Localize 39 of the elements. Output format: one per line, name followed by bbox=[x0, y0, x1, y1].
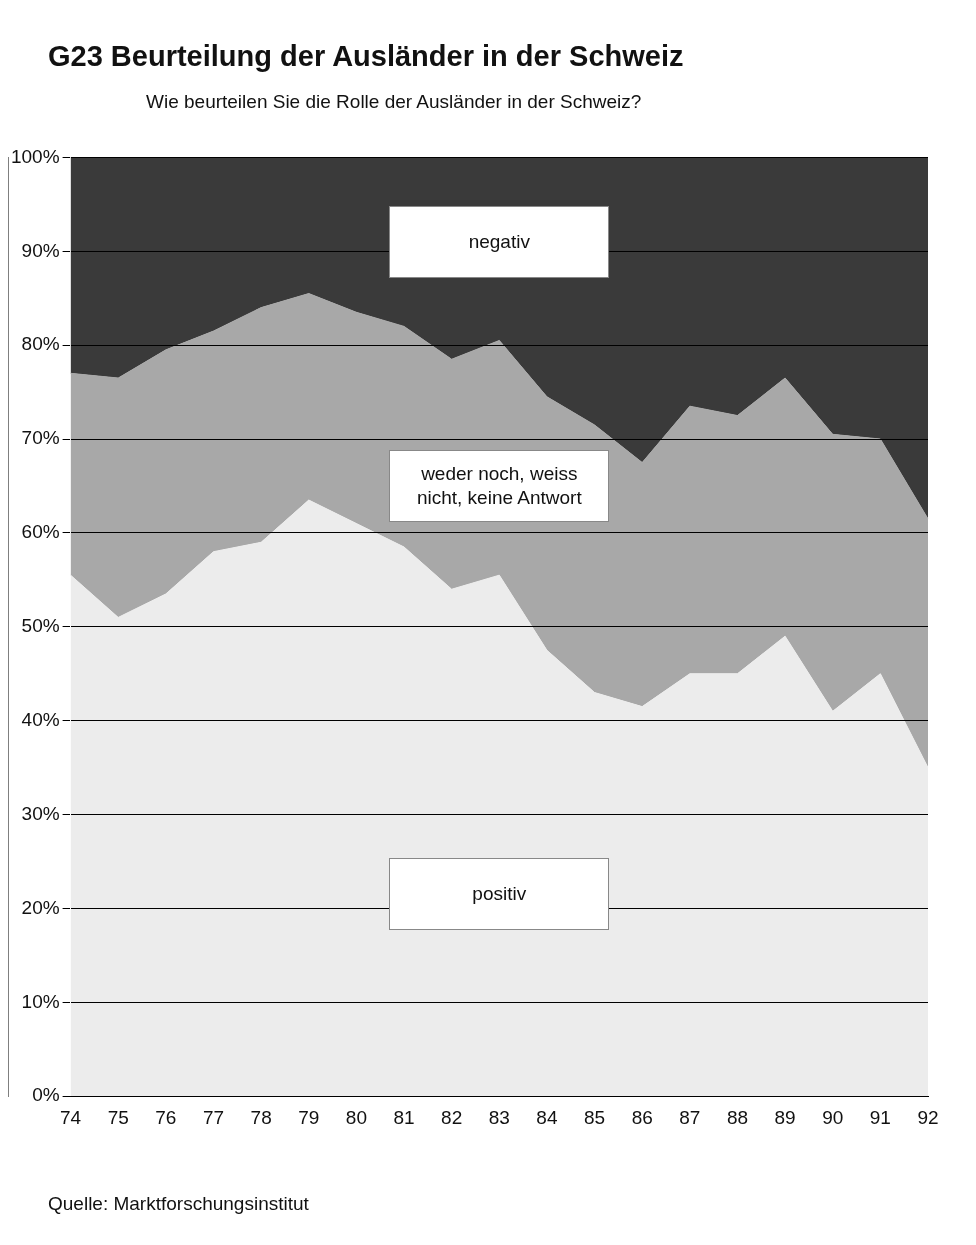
source-note: Quelle: Marktforschungsinstitut bbox=[48, 1193, 310, 1215]
y-tick-label: 90% bbox=[21, 239, 60, 261]
x-tick-label: 92 bbox=[917, 1106, 939, 1128]
x-tick-label: 89 bbox=[774, 1106, 796, 1128]
series-label: positiv bbox=[472, 882, 527, 907]
y-tick-label: 60% bbox=[21, 521, 60, 543]
x-tick-label: 78 bbox=[250, 1106, 272, 1128]
y-tick-label: 30% bbox=[21, 802, 60, 824]
x-tick-label: 88 bbox=[726, 1106, 749, 1128]
y-tick-label: 10% bbox=[21, 990, 60, 1012]
y-tick-label: 80% bbox=[21, 333, 60, 355]
chart-title: G23 Beurteilung der Ausländer in der Schweiz bbox=[48, 40, 685, 73]
chart-subtitle: Wie beurteilen Sie die Rolle der Ausländer in der Schweiz? bbox=[146, 91, 643, 113]
x-tick-label: 83 bbox=[488, 1106, 510, 1128]
x-tick-label: 81 bbox=[393, 1106, 415, 1128]
x-tick-label: 82 bbox=[441, 1106, 463, 1128]
y-tick-label: 40% bbox=[21, 708, 60, 730]
x-tick-label: 80 bbox=[345, 1106, 367, 1128]
y-tick-label: 0% bbox=[32, 1084, 60, 1106]
series-label: negativ bbox=[468, 229, 530, 254]
x-tick-label: 77 bbox=[202, 1106, 225, 1128]
label-box: negativ bbox=[389, 205, 610, 278]
label-box: positiv bbox=[389, 858, 610, 931]
x-tick-label: 85 bbox=[583, 1106, 606, 1128]
y-tick-label: 20% bbox=[21, 896, 60, 918]
x-tick-label: 86 bbox=[631, 1106, 653, 1128]
x-tick-label: 87 bbox=[679, 1106, 701, 1128]
y-tick-label: 70% bbox=[21, 427, 60, 449]
x-tick-label: 91 bbox=[869, 1106, 891, 1128]
x-tick-label: 79 bbox=[298, 1106, 320, 1128]
x-tick-label: 75 bbox=[107, 1106, 129, 1128]
x-tick-label: 84 bbox=[536, 1106, 558, 1128]
y-tick-label: 100% bbox=[10, 145, 60, 167]
x-tick-label: 76 bbox=[155, 1106, 177, 1128]
x-tick-label: 74 bbox=[60, 1106, 82, 1128]
series-label: weder noch, weiss nicht, keine Antwort bbox=[415, 461, 583, 510]
label-box: weder noch, weiss nicht, keine Antwort bbox=[389, 449, 610, 522]
x-tick-label: 90 bbox=[822, 1106, 844, 1128]
y-tick-label: 50% bbox=[21, 615, 60, 637]
